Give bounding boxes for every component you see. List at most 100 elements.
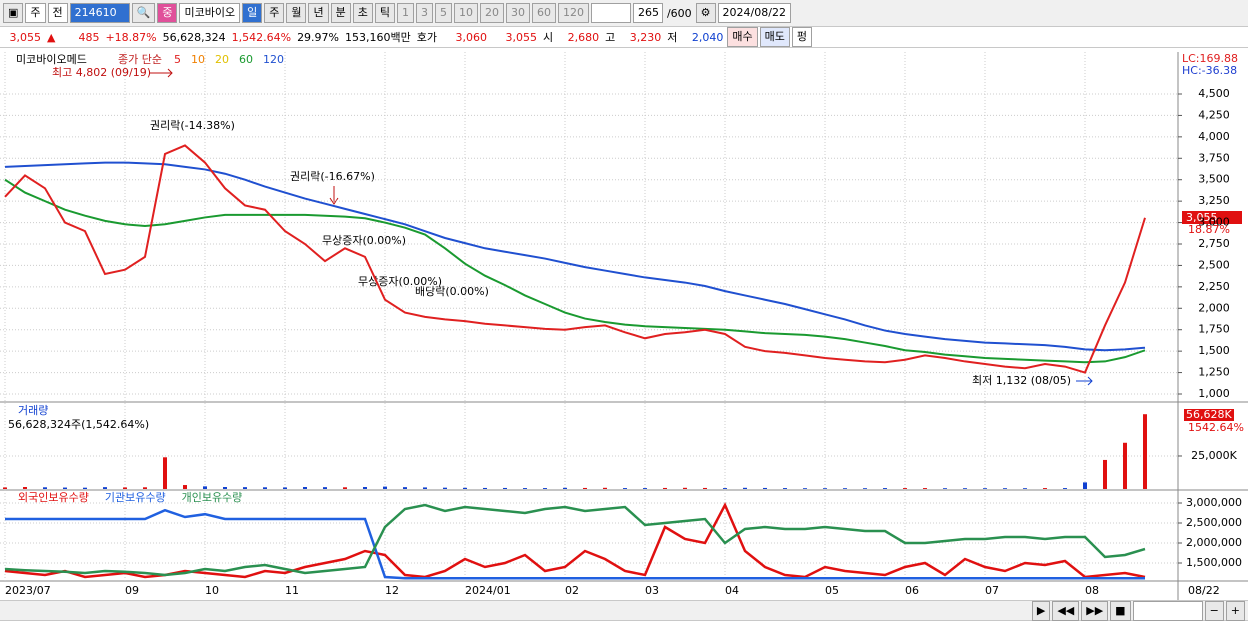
x-tick-label: 2023/07 (5, 584, 51, 597)
volume-bar (863, 488, 867, 489)
interval-button[interactable]: 60 (531, 3, 556, 23)
scroll-button[interactable]: ▶ (1031, 600, 1051, 621)
x-last-date: 08/22 (1188, 584, 1220, 597)
prev-select[interactable]: 전 (47, 3, 68, 23)
stock-name: 미코바이오메드 (16, 53, 87, 66)
x-tick-label: 2024/01 (465, 584, 511, 597)
open-label: 시 (543, 31, 554, 44)
change: 485 (78, 30, 100, 44)
volume-bar (1003, 488, 1007, 489)
series-line (4, 144, 1146, 374)
volume-bar (3, 487, 7, 489)
last-price: 3,055 (1186, 211, 1218, 224)
x-tick-label: 08 (1085, 584, 1099, 597)
tool-button[interactable]: ⚙ (695, 3, 716, 23)
scroll-button[interactable]: ◀◀ (1052, 600, 1080, 621)
volume-last-pct: 1542.64% (1188, 421, 1244, 434)
volume-bar (83, 487, 87, 489)
volume-bar (883, 488, 887, 489)
volume-bar (443, 487, 447, 489)
interval-button[interactable]: 1 (396, 3, 414, 23)
stock-name: 미코바이오 (179, 3, 241, 23)
volume-bar (323, 487, 327, 489)
volume-bar (643, 488, 647, 489)
flat-button[interactable]: 펑 (791, 27, 812, 47)
volume-bar (523, 488, 527, 489)
period-button[interactable]: 년 (308, 3, 329, 23)
period-button[interactable]: 틱 (374, 3, 395, 23)
y-tick-label: 1,750 (1198, 323, 1230, 336)
volume-bar (803, 488, 807, 489)
scroll-button[interactable]: ■ (1110, 600, 1131, 621)
annotation: 최고 4,802 (09/19) (52, 66, 151, 79)
ma-period: 60 (239, 53, 253, 66)
menu-button[interactable]: ▣ (3, 3, 24, 23)
volume-bar (943, 488, 947, 489)
legend-entry: 외국인보유수량 (18, 491, 89, 504)
y-tick-label: 1,500,000 (1186, 556, 1242, 569)
low: 2,040 (691, 30, 724, 44)
y-tick-label: 2,000,000 (1186, 536, 1242, 549)
volume-bar (423, 487, 427, 489)
period-button[interactable]: 분 (330, 3, 351, 23)
volume-bar (1123, 442, 1127, 489)
volume-bar (583, 487, 587, 489)
high-label: 고 (605, 31, 616, 44)
date-input[interactable]: 2024/08/22 (717, 3, 791, 23)
volume-bar (683, 487, 687, 489)
x-tick-label: 09 (125, 584, 139, 597)
volume-summary: 56,628,324주(1,542.64%) (8, 418, 149, 431)
count-max: /600 (666, 6, 692, 20)
y-tick-label: 2,500,000 (1186, 516, 1242, 529)
search-button[interactable]: 🔍 (131, 3, 156, 23)
zoom-button[interactable]: − (1204, 600, 1224, 621)
buy-button[interactable]: 매수 (727, 27, 758, 47)
lc: LC:169.88 (1182, 52, 1238, 65)
volume-bar (783, 488, 787, 489)
code-input[interactable]: 214610 (69, 3, 130, 23)
arrow: ▲ (47, 30, 56, 44)
legend-entry: 기관보유수량 (105, 491, 166, 504)
y-tick-label: 4,500 (1198, 87, 1230, 100)
scroll-button[interactable]: ▶▶ (1081, 600, 1109, 621)
series-line (4, 161, 1146, 352)
volume-bar (343, 487, 347, 489)
annotation: 배당락(0.00%) (415, 285, 489, 298)
slider[interactable] (1132, 600, 1203, 621)
change-pct: +18.87% (105, 30, 157, 44)
period-button[interactable]: 초 (352, 3, 373, 23)
sell-button[interactable]: 매도 (759, 27, 790, 47)
y-tick-label: 3,000 (1198, 216, 1230, 229)
volume-bar (1023, 488, 1027, 489)
volume-bar (563, 487, 567, 489)
amount: 153,160백만 (345, 31, 411, 44)
interval-button[interactable]: 20 (479, 3, 504, 23)
period-button[interactable]: 주 (264, 3, 285, 23)
volume-bar (903, 488, 907, 489)
arrow (1076, 376, 1093, 386)
annotation: 권리락(-16.67%) (290, 170, 375, 183)
custom-input[interactable] (590, 3, 631, 23)
volume: 56,628,324 (162, 30, 226, 44)
interval-button[interactable]: 30 (505, 3, 530, 23)
period-button[interactable]: 월 (286, 3, 307, 23)
market-select[interactable]: 주 (25, 3, 46, 23)
y-tick-label: 2,000 (1198, 301, 1230, 314)
annotation: 무상증자(0.00%) (322, 234, 406, 247)
volume-bar (983, 488, 987, 489)
count-input[interactable]: 265 (632, 3, 663, 23)
y-tick-label: 1,000 (1198, 387, 1230, 400)
y-tick-label: 4,000 (1198, 130, 1230, 143)
y-tick-label: 3,500 (1198, 173, 1230, 186)
interval-button[interactable]: 120 (557, 3, 589, 23)
x-tick-label: 11 (285, 584, 299, 597)
interval-button[interactable]: 5 (434, 3, 452, 23)
volume-bar (463, 487, 467, 489)
interval-button[interactable]: 10 (453, 3, 478, 23)
interval-button[interactable]: 3 (415, 3, 433, 23)
volume-bar (283, 487, 287, 489)
zoom-button[interactable]: + (1225, 600, 1245, 621)
volume-bar (543, 488, 547, 489)
period-button[interactable]: 일 (242, 3, 263, 23)
